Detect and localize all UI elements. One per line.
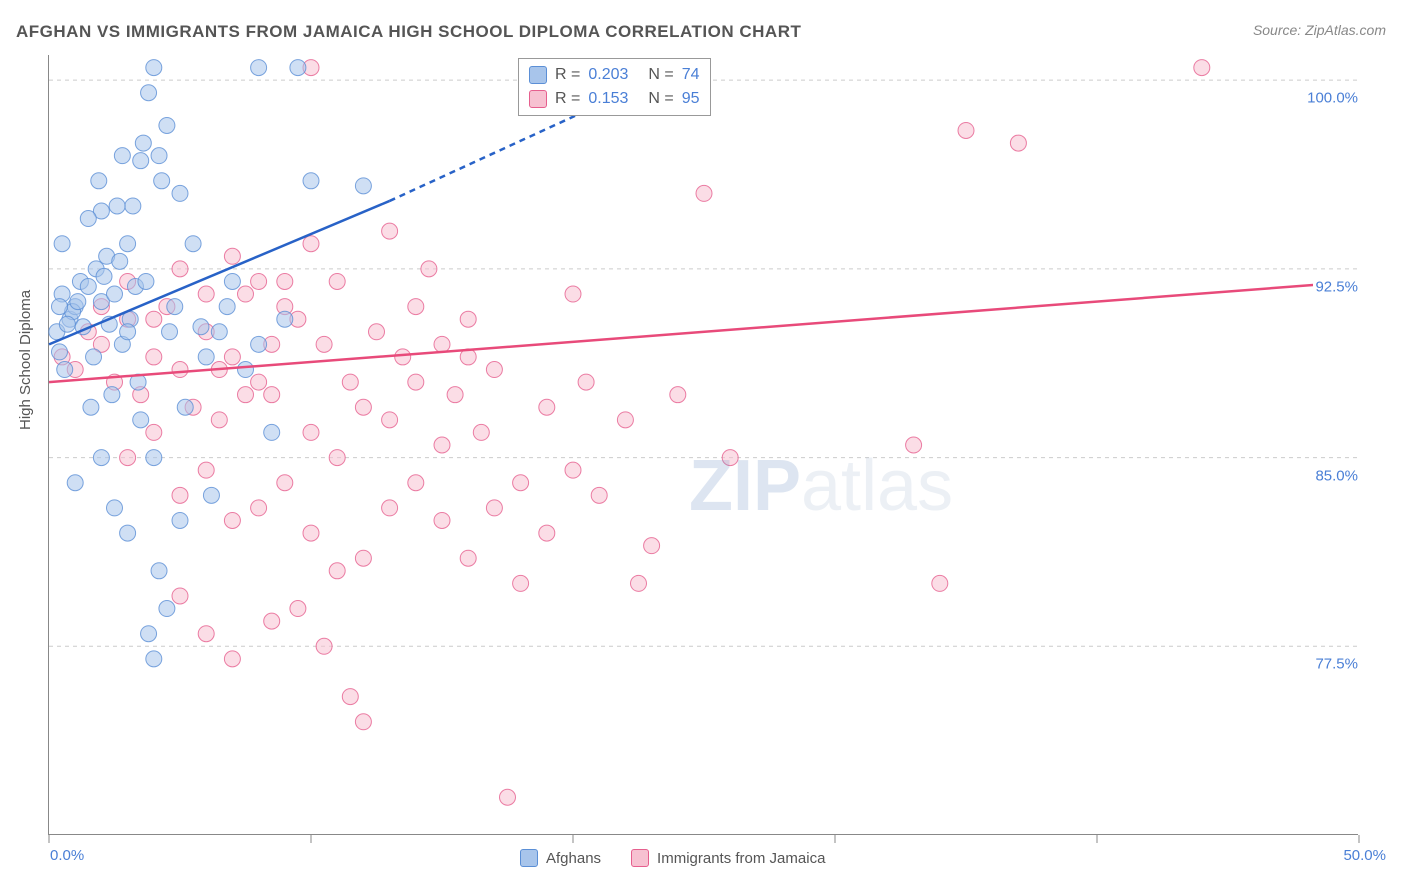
r-label-afghans: R =	[555, 63, 580, 87]
correlation-chart: AFGHAN VS IMMIGRANTS FROM JAMAICA HIGH S…	[0, 0, 1406, 892]
source-attribution: Source: ZipAtlas.com	[1253, 22, 1386, 38]
legend-label-afghans: Afghans	[546, 850, 601, 867]
r-label-jamaica: R =	[555, 87, 580, 111]
ytick-label: 92.5%	[1313, 278, 1360, 295]
x-axis-min-label: 0.0%	[50, 847, 84, 864]
legend-label-jamaica: Immigrants from Jamaica	[657, 850, 825, 867]
legend-row-jamaica: R = 0.153 N = 95	[529, 87, 700, 111]
swatch-afghans	[529, 66, 547, 84]
y-axis-label: High School Diploma	[17, 290, 34, 430]
ytick-label: 100.0%	[1305, 90, 1360, 107]
legend-row-afghans: R = 0.203 N = 74	[529, 63, 700, 87]
r-value-afghans: 0.203	[588, 63, 628, 87]
swatch-bottom-jamaica	[631, 849, 649, 867]
ytick-label: 85.0%	[1313, 467, 1360, 484]
x-axis-max-label: 50.0%	[1343, 847, 1386, 864]
swatch-bottom-afghans	[520, 849, 538, 867]
stats-legend: R = 0.203 N = 74 R = 0.153 N = 95	[518, 58, 711, 116]
legend-item-jamaica: Immigrants from Jamaica	[631, 849, 825, 867]
n-label-jamaica: N =	[648, 87, 673, 111]
series-legend: Afghans Immigrants from Jamaica	[520, 849, 825, 867]
swatch-jamaica	[529, 90, 547, 108]
n-label-afghans: N =	[648, 63, 673, 87]
n-value-afghans: 74	[682, 63, 700, 87]
ytick-label: 77.5%	[1313, 656, 1360, 673]
legend-item-afghans: Afghans	[520, 849, 601, 867]
n-value-jamaica: 95	[682, 87, 700, 111]
chart-title: AFGHAN VS IMMIGRANTS FROM JAMAICA HIGH S…	[16, 22, 801, 42]
plot-svg	[49, 55, 1358, 834]
plot-area: ZIPatlas 77.5%85.0%92.5%100.0%	[48, 55, 1358, 835]
r-value-jamaica: 0.153	[588, 87, 628, 111]
